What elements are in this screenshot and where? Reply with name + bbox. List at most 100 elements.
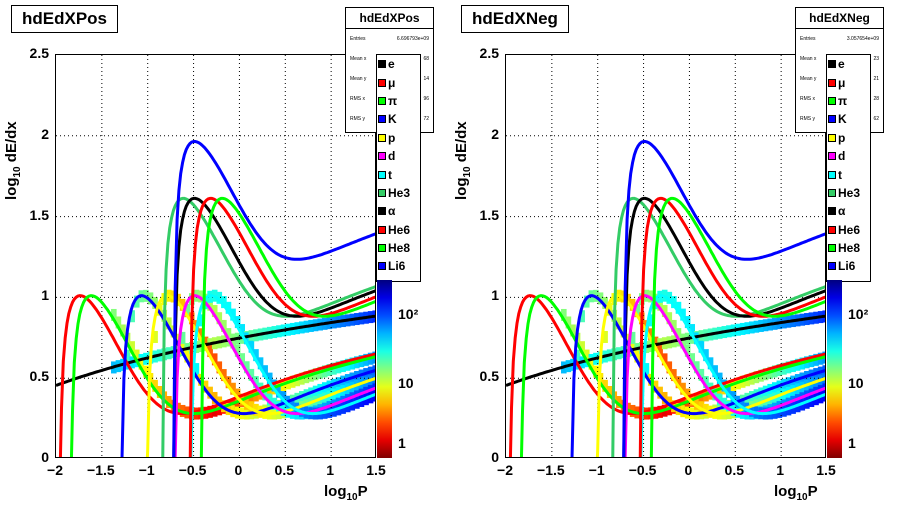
legend-swatch <box>828 262 836 271</box>
legend-entry: e <box>827 55 870 73</box>
heat-cell <box>152 296 158 309</box>
heat-cell <box>689 353 696 366</box>
heatmap-plot <box>56 55 375 457</box>
heat-cell <box>175 333 181 346</box>
heat-cell <box>211 305 218 318</box>
heat-cell <box>248 368 255 381</box>
heat-cell <box>133 295 140 308</box>
legend-entry: t <box>377 165 420 183</box>
y-tick-label: 0.5 <box>479 368 499 385</box>
curve-He3 <box>611 196 825 457</box>
color-tick-label: 10 <box>848 375 864 391</box>
heat-cell <box>289 399 296 412</box>
heat-cell <box>166 396 172 409</box>
heat-cell <box>661 305 668 318</box>
heat-cell <box>694 397 700 410</box>
heat-cell <box>276 401 282 414</box>
stats-row: Mean x 23 <box>800 56 879 62</box>
heat-cell <box>739 399 746 412</box>
heat-cell <box>652 380 659 393</box>
legend-entry: α <box>377 202 420 220</box>
curve-p <box>145 294 375 457</box>
legend-entry: Li6 <box>827 257 870 275</box>
x-tick-label: −2 <box>497 462 513 478</box>
legend-swatch <box>828 115 836 124</box>
heat-cell <box>244 332 250 345</box>
heat-cell <box>579 310 585 323</box>
heat-cell <box>156 303 163 316</box>
heat-cell <box>648 328 654 341</box>
heat-cell <box>579 341 585 354</box>
heat-cell <box>689 324 696 337</box>
legend-label: μ <box>838 75 846 90</box>
heat-cell <box>602 379 608 392</box>
heat-cell <box>666 396 673 409</box>
heat-cell <box>561 308 567 321</box>
heat-cell <box>216 312 223 325</box>
curve-Li6 <box>172 140 375 457</box>
legend-swatch <box>378 133 386 142</box>
curve-Li6 <box>622 140 825 457</box>
heat-cell <box>166 317 172 330</box>
legend-label: t <box>838 167 842 182</box>
heat-cell <box>652 336 659 349</box>
heat-cell <box>221 369 227 382</box>
color-tick-label: 10² <box>398 306 419 322</box>
x-tick-label: 1.5 <box>816 462 836 478</box>
heat-cell <box>680 308 686 321</box>
y-tick-label: 2 <box>491 125 499 142</box>
legend-label: p <box>388 130 396 145</box>
heat-cell <box>225 328 232 341</box>
legend-swatch <box>378 96 386 105</box>
heat-cell <box>179 298 186 311</box>
legend-swatch <box>828 170 836 179</box>
legend-label: K <box>838 112 847 127</box>
legend-swatch <box>378 188 386 197</box>
plot-frame <box>505 54 826 458</box>
legend-label: He3 <box>388 185 411 200</box>
legend-entry: He6 <box>827 221 870 239</box>
heat-cell <box>730 391 737 404</box>
curve-He8 <box>649 196 825 457</box>
legend-swatch <box>828 152 836 161</box>
legend-swatch <box>828 133 836 142</box>
legend-entry: e <box>377 55 420 73</box>
y-tick-label: 0 <box>491 449 499 465</box>
curve-K <box>570 294 825 457</box>
y-tick-label: 1.5 <box>29 206 49 223</box>
x-axis-label: log10P <box>324 483 368 503</box>
legend-label: K <box>388 112 397 127</box>
curve-d <box>173 294 375 457</box>
heat-cell <box>634 304 640 317</box>
heat-cell <box>230 382 236 395</box>
heat-cell <box>207 386 213 399</box>
heat-cell <box>675 376 682 389</box>
heat-cell <box>138 357 145 370</box>
heat-cell <box>276 385 282 398</box>
heat-cell <box>593 365 599 378</box>
stats-row: RMS x 28 <box>800 96 879 102</box>
legend-swatch <box>378 207 386 216</box>
heat-cell <box>244 361 250 374</box>
y-tick-label: 0 <box>41 449 49 465</box>
stats-title: hdEdXPos <box>346 8 433 29</box>
y-tick-label: 2.5 <box>479 45 499 61</box>
legend-label: d <box>388 149 396 164</box>
heat-cell <box>156 385 163 398</box>
legend-swatch <box>828 78 836 87</box>
heat-cell <box>262 365 268 378</box>
curve-α <box>172 196 375 457</box>
heat-cell <box>207 345 213 358</box>
curve-e <box>506 314 825 387</box>
heat-cell <box>184 350 190 363</box>
heat-cell <box>211 391 218 404</box>
heat-cell <box>707 357 714 370</box>
legend-label: Li6 <box>838 259 856 274</box>
heat-cell <box>152 379 158 392</box>
heat-cell <box>248 340 255 353</box>
color-tick-label: 10 <box>398 375 414 391</box>
color-palette <box>377 280 392 458</box>
x-tick-label: −1 <box>138 462 155 478</box>
legend-swatch <box>378 152 386 161</box>
